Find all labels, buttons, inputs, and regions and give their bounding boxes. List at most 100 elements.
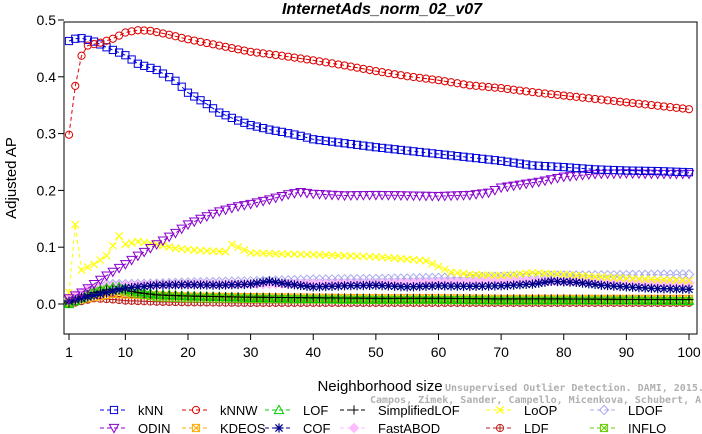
data-point bbox=[445, 191, 457, 202]
data-point bbox=[426, 293, 438, 304]
legend: kNN kNNW LOF SimplifiedLOF LoOP LDOF ODIN KDEOS… bbox=[100, 403, 666, 434]
data-point bbox=[271, 249, 280, 258]
data-point bbox=[445, 293, 457, 304]
data-point bbox=[470, 190, 482, 200]
data-point bbox=[83, 292, 93, 302]
series-layer bbox=[63, 26, 695, 309]
data-point bbox=[321, 281, 331, 292]
data-point bbox=[383, 281, 393, 291]
data-point bbox=[348, 422, 360, 434]
data-point bbox=[678, 167, 687, 177]
data-point bbox=[308, 282, 318, 292]
data-point bbox=[634, 166, 643, 175]
legend-label: kNN bbox=[138, 403, 163, 418]
data-point bbox=[227, 113, 236, 122]
data-point bbox=[127, 27, 136, 36]
data-point bbox=[458, 294, 469, 304]
data-point bbox=[526, 294, 538, 305]
legend-item-simplifiedlof: SimplifiedLOF bbox=[340, 403, 460, 418]
data-point bbox=[489, 186, 501, 196]
data-point bbox=[121, 28, 130, 37]
data-point bbox=[552, 294, 563, 305]
data-point bbox=[515, 159, 525, 168]
data-point bbox=[259, 49, 268, 58]
y-tick-label: 0.4 bbox=[37, 69, 57, 85]
legend-item-odin: ODIN bbox=[100, 421, 171, 434]
data-point bbox=[307, 189, 319, 200]
data-point bbox=[390, 254, 399, 263]
data-point bbox=[684, 294, 694, 305]
data-point bbox=[95, 289, 105, 299]
data-point bbox=[572, 163, 581, 173]
data-point bbox=[195, 280, 206, 290]
data-point bbox=[314, 293, 325, 304]
data-point bbox=[109, 405, 119, 415]
y-axis-title: Adjusted AP bbox=[3, 137, 20, 219]
data-point bbox=[451, 294, 463, 304]
data-point bbox=[420, 191, 432, 202]
legend-item-loop: LoOP bbox=[486, 403, 557, 418]
legend-item-knn: kNN bbox=[100, 403, 163, 418]
data-point bbox=[596, 280, 606, 290]
data-point bbox=[346, 139, 355, 149]
legend-label: ODIN bbox=[138, 421, 171, 434]
data-point bbox=[684, 168, 694, 177]
data-point bbox=[170, 228, 181, 239]
data-point bbox=[590, 94, 600, 104]
data-point bbox=[251, 198, 263, 209]
data-point bbox=[108, 286, 118, 296]
data-point bbox=[327, 281, 337, 291]
data-point bbox=[514, 294, 526, 305]
data-point bbox=[328, 251, 337, 260]
data-point bbox=[302, 281, 312, 291]
data-point bbox=[378, 68, 387, 77]
data-point bbox=[296, 250, 305, 259]
data-point bbox=[428, 149, 437, 158]
data-point bbox=[127, 282, 137, 293]
data-point bbox=[82, 284, 94, 295]
data-point bbox=[503, 271, 512, 280]
data-point bbox=[490, 281, 500, 291]
data-point bbox=[578, 271, 587, 280]
data-point bbox=[64, 36, 74, 46]
data-point bbox=[484, 271, 493, 280]
data-point bbox=[401, 293, 413, 304]
data-point bbox=[464, 190, 476, 201]
data-point bbox=[646, 283, 657, 293]
data-point bbox=[183, 245, 193, 254]
data-point bbox=[277, 278, 287, 288]
plot-frame bbox=[63, 21, 698, 335]
data-point bbox=[121, 240, 130, 249]
data-point bbox=[301, 293, 313, 303]
data-point bbox=[277, 127, 287, 136]
data-point bbox=[602, 169, 614, 180]
data-point bbox=[202, 246, 211, 255]
data-point bbox=[96, 255, 105, 265]
data-point bbox=[283, 279, 293, 289]
data-point bbox=[102, 251, 111, 260]
data-point bbox=[265, 50, 274, 59]
data-point bbox=[458, 281, 469, 291]
data-point bbox=[233, 45, 243, 54]
data-point bbox=[202, 38, 211, 48]
data-point bbox=[246, 248, 255, 257]
data-point bbox=[408, 282, 419, 292]
data-point bbox=[509, 270, 518, 279]
data-point bbox=[609, 165, 618, 175]
data-point bbox=[359, 252, 368, 261]
data-point bbox=[677, 294, 689, 305]
legend-item-cof: COF bbox=[265, 421, 331, 434]
data-point bbox=[564, 172, 576, 182]
data-point bbox=[102, 43, 111, 52]
data-point bbox=[565, 277, 575, 287]
data-point bbox=[559, 163, 568, 172]
data-point bbox=[101, 271, 113, 282]
data-point bbox=[151, 240, 163, 250]
x-tick-label: 80 bbox=[556, 344, 572, 360]
data-point bbox=[321, 136, 330, 145]
data-point bbox=[503, 157, 512, 166]
data-point bbox=[534, 278, 544, 288]
data-point bbox=[684, 284, 694, 294]
legend-item-inflo: INFLO bbox=[590, 421, 666, 434]
x-tick-label: 100 bbox=[677, 344, 701, 360]
